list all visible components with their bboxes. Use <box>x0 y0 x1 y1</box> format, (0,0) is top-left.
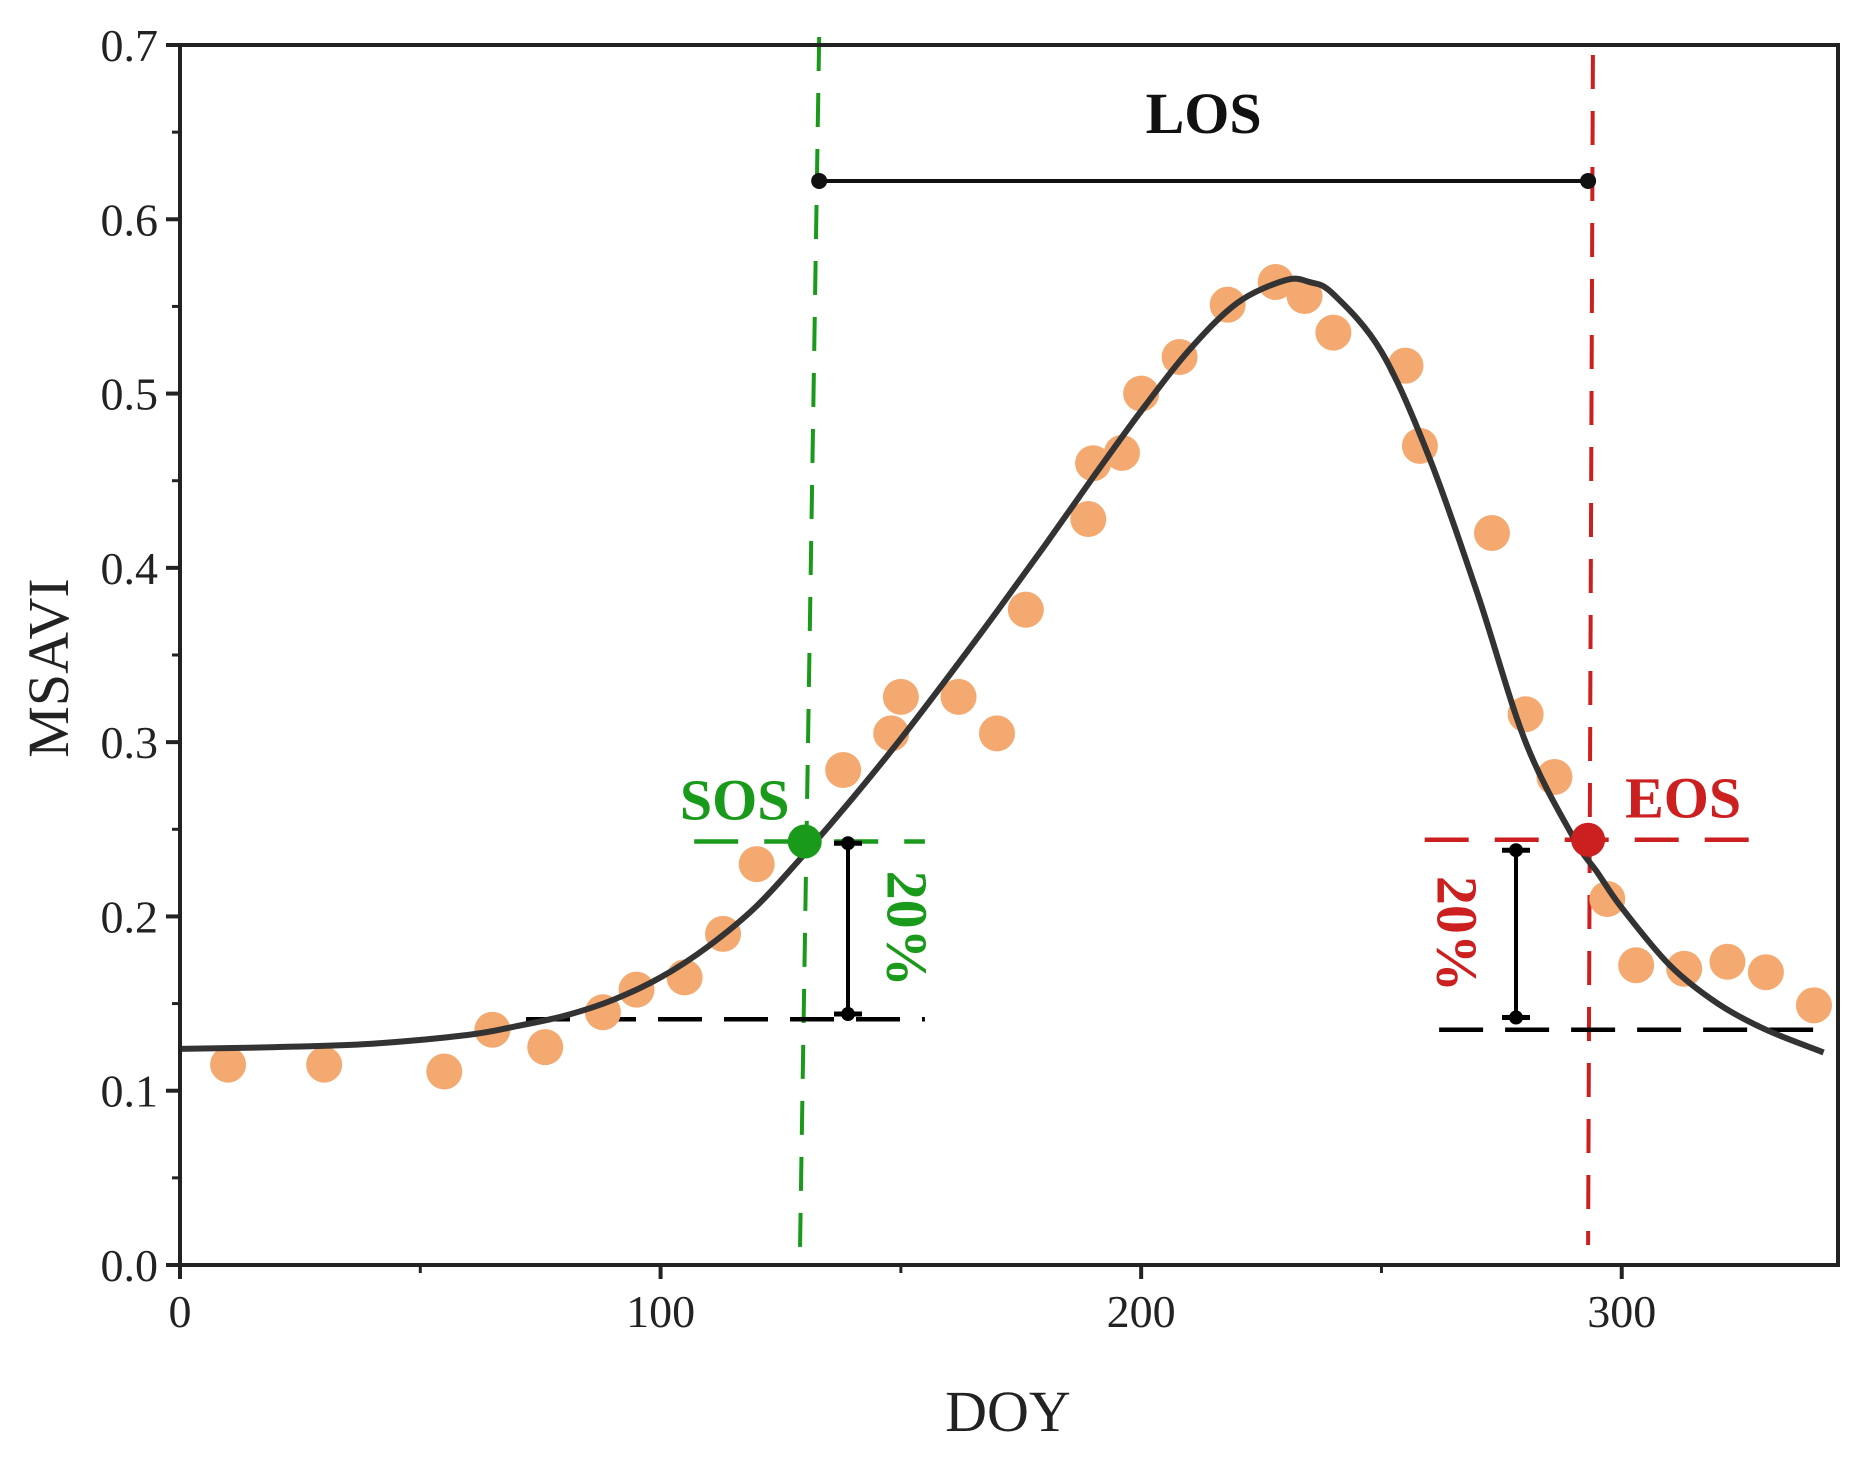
y-tick-label: 0.2 <box>101 891 159 942</box>
los-start-marker <box>811 172 828 189</box>
data-point <box>940 678 977 715</box>
y-tick-label: 0.5 <box>101 369 159 420</box>
y-tick-label: 0.6 <box>101 194 159 245</box>
x-tick-label: 200 <box>1107 1286 1176 1337</box>
data-point <box>1795 987 1832 1024</box>
eos-bracket-end-top <box>1509 843 1524 858</box>
sos-vertical-line <box>797 36 822 1254</box>
eos-bracket-end-bottom <box>1509 1010 1524 1025</box>
sos-label: SOS <box>680 767 790 832</box>
y-tick-label: 0.4 <box>101 543 159 594</box>
sos-marker <box>787 824 822 859</box>
data-point <box>1473 515 1510 551</box>
data-point <box>1103 434 1140 471</box>
y-tick-label: 0.1 <box>101 1066 159 1117</box>
data-point <box>1666 950 1703 987</box>
data-point <box>1075 445 1112 482</box>
guide-lines-layer <box>526 36 1824 1254</box>
y-tick-label: 0.0 <box>101 1240 159 1291</box>
data-point <box>882 678 919 715</box>
fitted-curve-line <box>179 275 1825 1056</box>
data-point <box>978 715 1015 752</box>
data-point <box>738 846 775 883</box>
data-point <box>426 1053 463 1090</box>
sos-percent-label: 20% <box>875 871 940 987</box>
data-point <box>306 1046 343 1083</box>
data-point <box>1209 286 1246 323</box>
annotations-layer <box>787 172 1606 1025</box>
sos-bracket-end-bottom <box>841 1007 856 1022</box>
x-tick-label: 300 <box>1587 1286 1656 1337</box>
data-point <box>1747 954 1784 991</box>
data-point <box>1315 314 1352 351</box>
x-axis-label: DOY <box>945 1379 1071 1444</box>
data-point <box>1007 591 1044 628</box>
y-tick-label: 0.7 <box>101 20 159 71</box>
eos-label: EOS <box>1625 766 1741 831</box>
eos-marker <box>1571 822 1606 857</box>
y-tick-label: 0.3 <box>101 717 159 768</box>
data-point <box>527 1029 564 1066</box>
eos-percent-label: 20% <box>1425 876 1490 992</box>
data-point <box>1070 501 1107 538</box>
x-tick-label: 0 <box>169 1286 192 1337</box>
axes-layer: 0 100 200 300 0.0 0.1 0.2 0.3 0.4 0.5 0.6 0.7 <box>101 20 1840 1337</box>
data-point <box>210 1046 247 1083</box>
sos-bracket-end-top <box>841 836 856 851</box>
y-axis-label: MSAVI <box>16 578 81 757</box>
eos-vertical-line <box>1586 54 1595 1246</box>
data-point <box>825 752 862 789</box>
data-point <box>1618 947 1655 984</box>
x-tick-label: 100 <box>626 1286 695 1337</box>
data-point <box>1709 943 1746 980</box>
fitted-curve-layer <box>179 275 1825 1056</box>
data-point <box>1286 277 1323 314</box>
data-point <box>1589 881 1626 917</box>
los-end-marker <box>1580 172 1597 189</box>
los-label: LOS <box>1146 81 1262 146</box>
